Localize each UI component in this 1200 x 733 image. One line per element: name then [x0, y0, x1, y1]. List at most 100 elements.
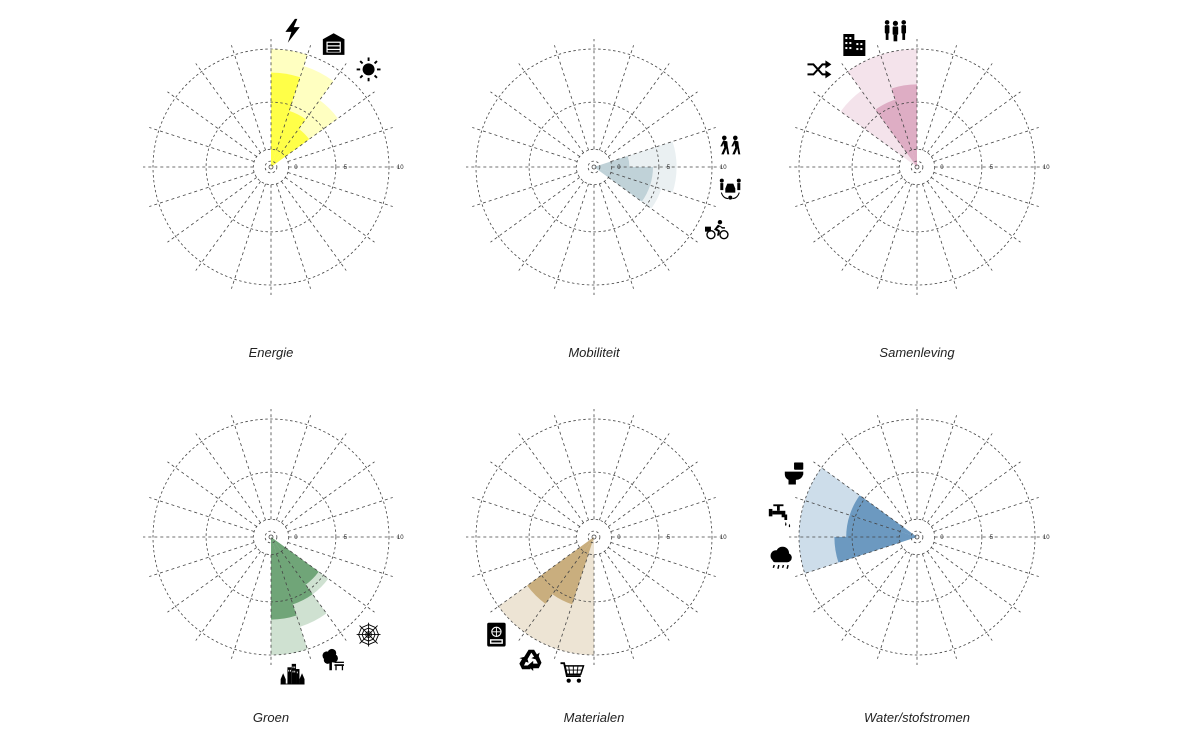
- tick-label: 5: [990, 165, 994, 171]
- radial-chart-mobiliteit: 0 5 10 Mobiliteit: [466, 39, 742, 360]
- tick-label: 0: [294, 535, 298, 541]
- grid-spoke: [599, 553, 634, 659]
- city-icon: [280, 663, 305, 685]
- chart-title: Energie: [249, 345, 294, 360]
- grid-spoke: [933, 172, 1039, 207]
- grid-spoke: [518, 433, 584, 523]
- grid-ring: [910, 160, 924, 174]
- tick-label: 10: [720, 535, 727, 541]
- grid-spoke: [149, 497, 255, 532]
- grid-spoke: [877, 183, 912, 289]
- center-point: [268, 534, 274, 540]
- grid-spoke: [841, 181, 907, 271]
- sector-car-sharing: [594, 167, 677, 193]
- sector-battery: [271, 65, 334, 167]
- grid-spoke: [281, 63, 347, 153]
- grid-spoke: [599, 183, 634, 289]
- grid-spoke: [927, 63, 993, 153]
- radial-chart-samenleving: 0 5 10 Samenleving: [789, 20, 1050, 360]
- tick-label: 10: [720, 165, 727, 171]
- grid-spoke: [195, 433, 261, 523]
- toilet-icon: [784, 462, 804, 485]
- sector-building: [847, 54, 917, 167]
- sector-shopping-cart: [557, 537, 594, 655]
- tree-bench-icon: [322, 648, 344, 671]
- grid-ring: [475, 418, 713, 656]
- grid-spoke: [518, 181, 584, 271]
- grid-spoke: [167, 547, 257, 613]
- grid-spoke: [610, 127, 716, 162]
- grid-ring: [264, 160, 278, 174]
- tap-icon: [768, 504, 791, 528]
- grid-spoke: [276, 45, 311, 151]
- radial-chart-groen: 0 5 10 Groen: [143, 409, 404, 725]
- grid-spoke: [813, 547, 903, 613]
- grid-spoke: [795, 542, 901, 577]
- grid-spoke: [167, 177, 257, 243]
- grid-spoke: [287, 127, 393, 162]
- grid-ring: [587, 530, 601, 544]
- grid-spoke: [231, 45, 266, 151]
- shuffle-icon: [807, 59, 832, 80]
- tick-label: 0: [617, 165, 621, 171]
- grid-spoke: [931, 177, 1021, 243]
- tick-label: 10: [1043, 535, 1050, 541]
- walking-icon: [720, 135, 741, 155]
- grid-ring: [528, 101, 660, 233]
- chart-title: Groen: [253, 710, 289, 725]
- passport-icon: [486, 622, 507, 647]
- grid-spoke: [795, 497, 901, 532]
- radial-chart-water-stofstromen: 0 5 10 Water/stofstromen: [768, 409, 1050, 725]
- chart-title: Water/stofstromen: [864, 710, 970, 725]
- grid-spoke: [841, 433, 907, 523]
- grid-spoke: [149, 172, 255, 207]
- grid-ring: [205, 101, 337, 233]
- grid-spoke: [287, 542, 393, 577]
- grid-spoke: [287, 172, 393, 207]
- people-icon: [884, 20, 907, 42]
- grid-spoke: [922, 183, 957, 289]
- center-point: [914, 534, 920, 540]
- sector-shuffle: [840, 90, 917, 167]
- grid-spoke: [490, 177, 580, 243]
- grid-ring: [205, 471, 337, 603]
- grid-spoke: [149, 542, 255, 577]
- grid-spoke: [195, 181, 261, 271]
- car-sharing-icon: [719, 178, 742, 201]
- sector-inner-band: [271, 110, 306, 167]
- grid-spoke: [922, 415, 957, 521]
- sector-passport: [498, 537, 594, 633]
- grid-spoke: [554, 553, 589, 659]
- grid-spoke: [610, 172, 716, 207]
- grid-spoke: [167, 91, 257, 157]
- grid-spoke: [604, 181, 670, 271]
- grid-spoke: [604, 551, 670, 641]
- grid-spoke: [933, 127, 1039, 162]
- grid-spoke: [931, 461, 1021, 527]
- grid-spoke: [608, 547, 698, 613]
- grid-spoke: [281, 551, 347, 641]
- grid-spoke: [841, 551, 907, 641]
- tick-label: 0: [940, 535, 944, 541]
- grid-spoke: [554, 415, 589, 521]
- grid-spoke: [608, 177, 698, 243]
- tick-label: 5: [990, 535, 994, 541]
- shopping-cart-icon: [560, 662, 585, 684]
- grid-ring: [798, 48, 1036, 286]
- sector-spiderweb: [271, 537, 329, 595]
- sector-inner-band: [271, 537, 313, 605]
- tick-label: 10: [1043, 165, 1050, 171]
- grid-ring: [910, 530, 924, 544]
- grid-spoke: [285, 461, 375, 527]
- grid-spoke: [231, 183, 266, 289]
- grid-ring: [851, 471, 983, 603]
- grid-spoke: [610, 497, 716, 532]
- grid-spoke: [281, 181, 347, 271]
- grid-spoke: [931, 91, 1021, 157]
- center-point: [914, 164, 920, 170]
- grid-ring: [475, 48, 713, 286]
- center-point: [268, 164, 274, 170]
- rain-cloud-icon: [769, 546, 793, 570]
- grid-ring: [152, 48, 390, 286]
- grid-spoke: [604, 63, 670, 153]
